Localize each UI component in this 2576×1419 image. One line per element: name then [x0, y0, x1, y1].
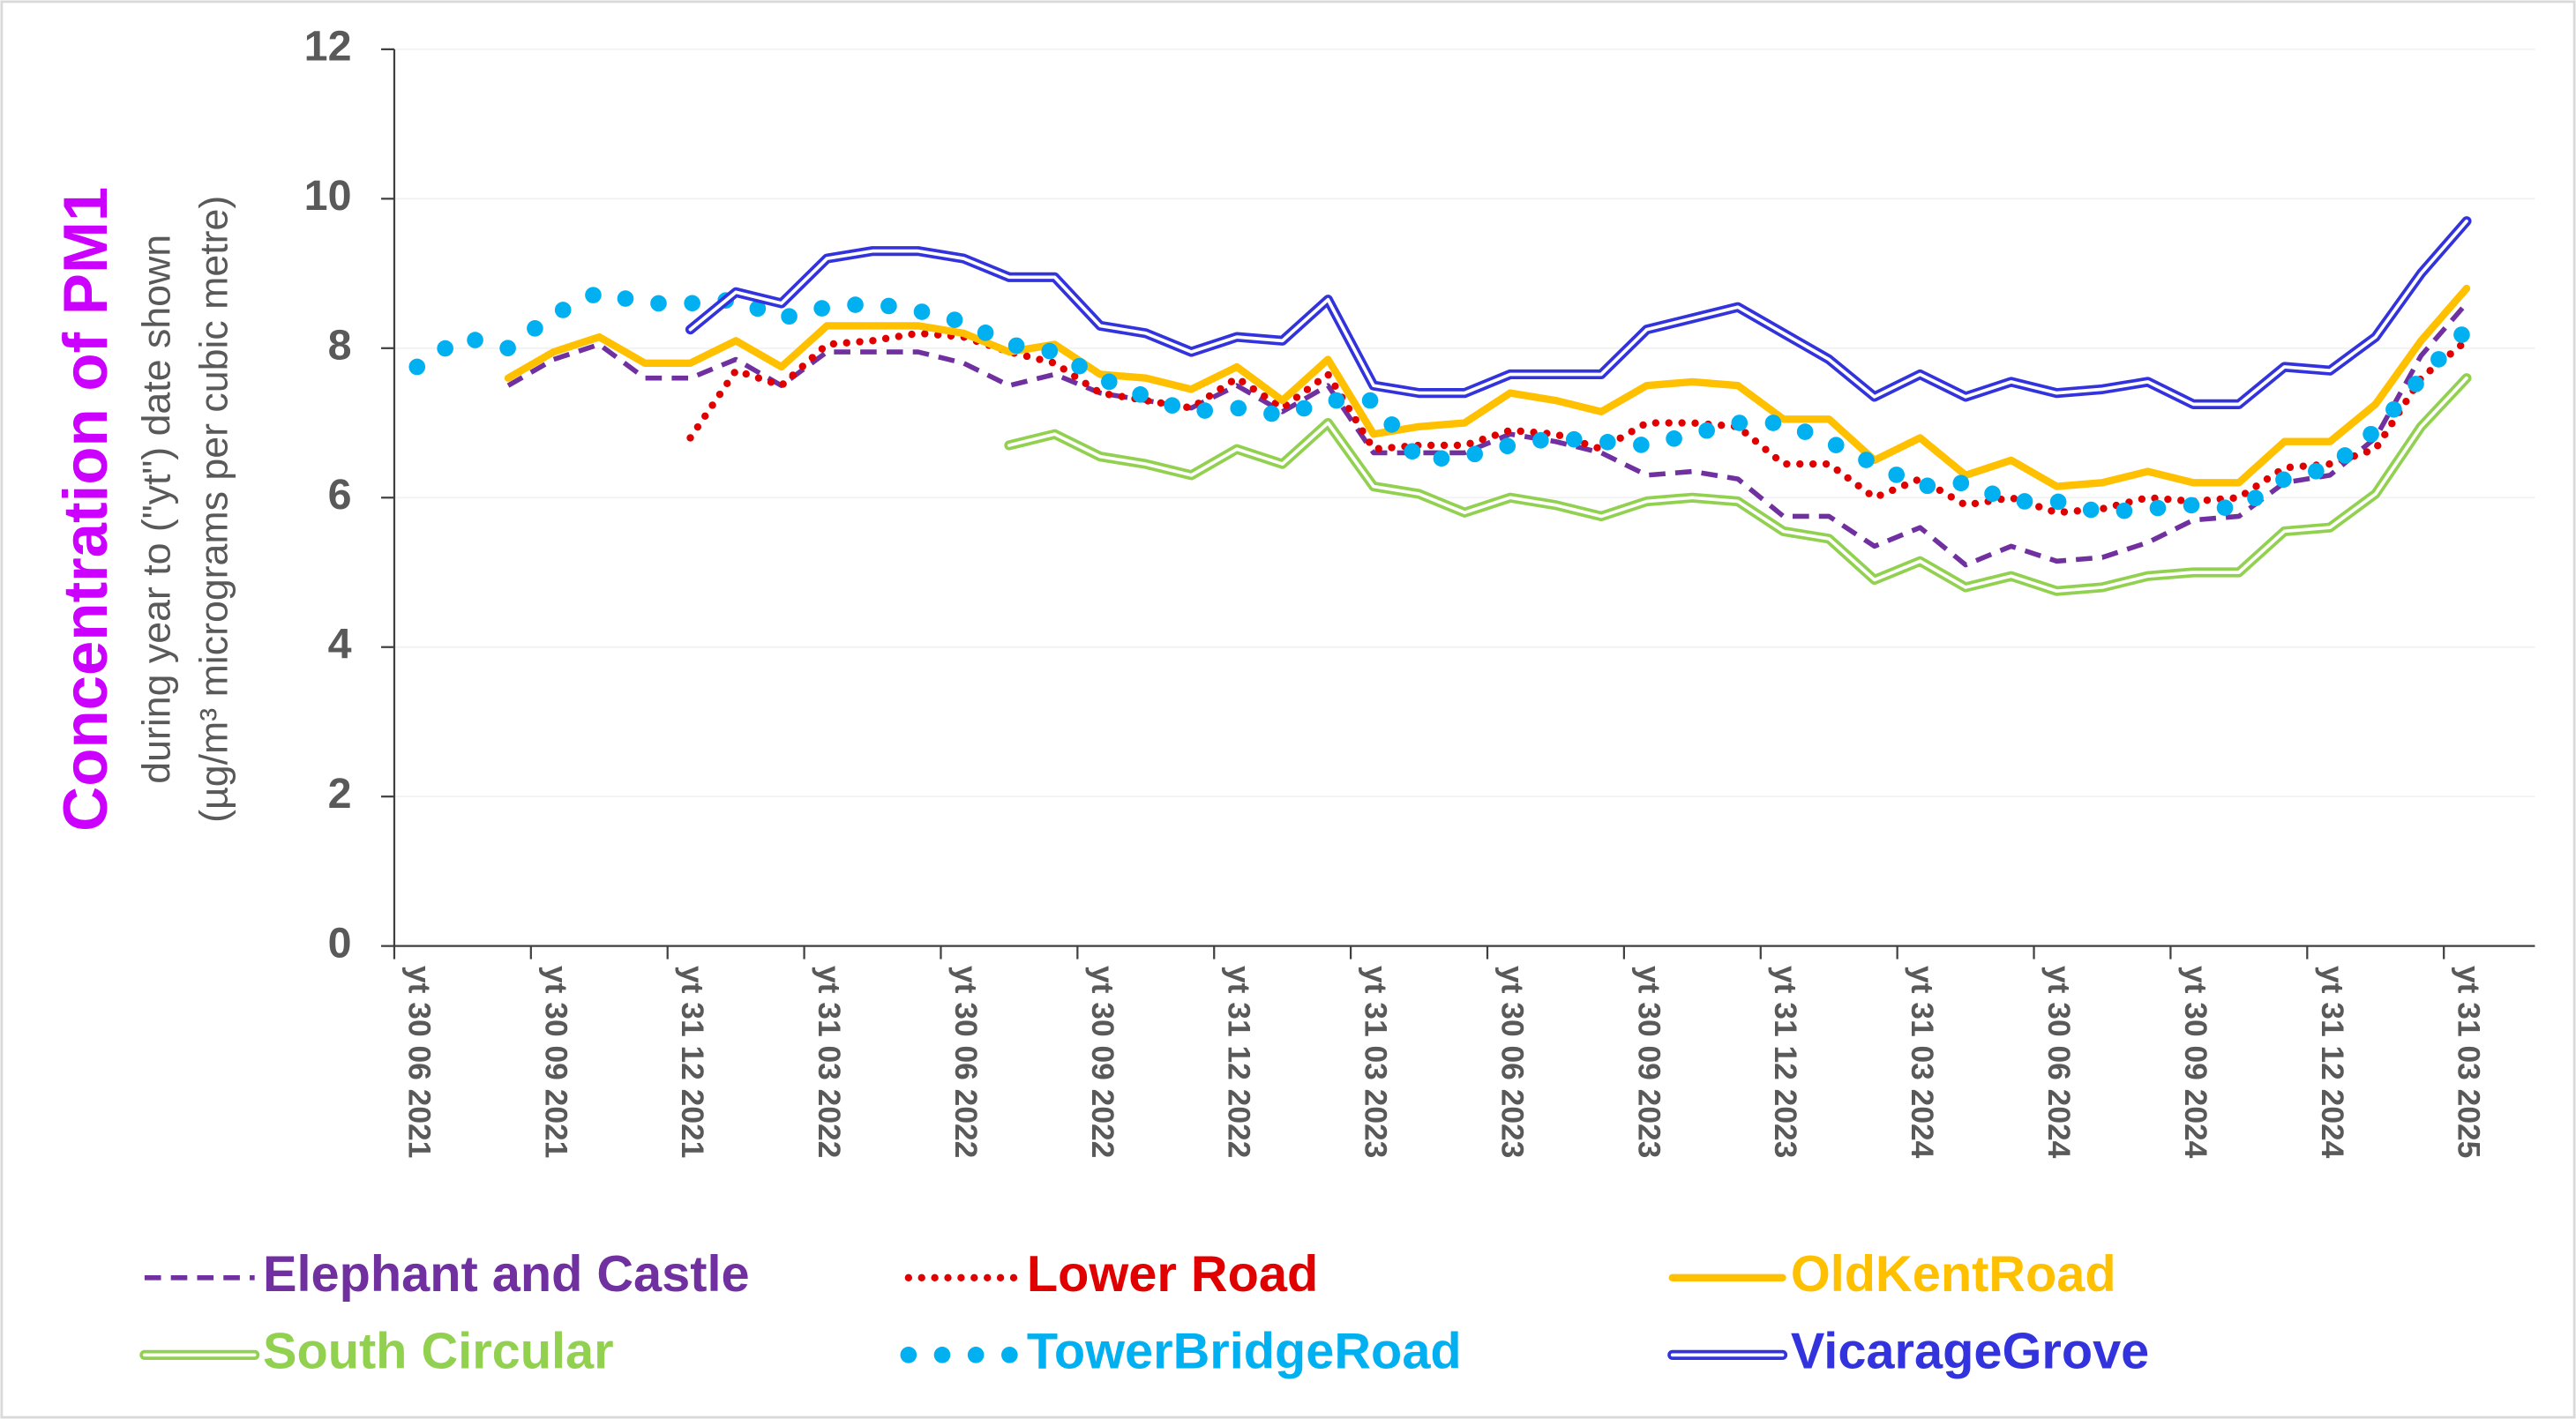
y-tick-label: 12: [304, 23, 352, 71]
y-axis-subtitle: (µg/m³ micrograms per cubic metre): [193, 196, 236, 823]
y-tick-label: 10: [304, 172, 352, 220]
y-axis-subtitle: during year to ("yt") date shown: [135, 235, 178, 784]
x-tick-label: yt 31 12 2024: [2315, 966, 2349, 1159]
x-tick-label: yt 30 06 2021: [401, 966, 436, 1158]
x-tick-label: yt 30 09 2021: [538, 966, 573, 1158]
legend-label: OldKentRoad: [1791, 1246, 2116, 1303]
legend-label: VicarageGrove: [1791, 1324, 2149, 1380]
legend-label: TowerBridgeRoad: [1027, 1324, 1462, 1380]
legend-label: South Circular: [263, 1324, 614, 1380]
y-tick-label: 6: [328, 471, 352, 519]
x-tick-label: yt 30 06 2024: [2041, 966, 2076, 1159]
x-tick-label: yt 30 09 2022: [1085, 966, 1120, 1158]
y-tick-label: 8: [328, 322, 352, 370]
x-tick-label: yt 31 03 2025: [2452, 966, 2486, 1158]
legend-label: Lower Road: [1027, 1246, 1318, 1303]
line-inner: [688, 219, 2468, 407]
x-tick-label: yt 30 06 2022: [948, 966, 983, 1158]
line-inner: [1007, 376, 2468, 594]
x-tick-label: yt 30 09 2024: [2178, 966, 2213, 1159]
x-tick-label: yt 31 12 2022: [1222, 966, 1256, 1158]
legend-label: Elephant and Castle: [263, 1246, 750, 1303]
series-line: [506, 302, 2469, 568]
y-tick-label: 4: [328, 621, 352, 668]
x-tick-label: yt 31 03 2023: [1359, 966, 1393, 1158]
y-tick-label: 2: [328, 770, 352, 818]
y-tick-label: 0: [328, 919, 352, 967]
series-line: [408, 283, 2475, 521]
x-tick-label: yt 31 03 2022: [812, 966, 846, 1158]
x-tick-label: yt 30 06 2023: [1494, 966, 1529, 1158]
series-line: [504, 284, 2471, 490]
x-tick-label: yt 31 12 2021: [675, 966, 709, 1158]
y-axis-title: Concentration of PM1: [50, 187, 120, 832]
x-tick-label: yt 30 09 2023: [1631, 966, 1666, 1158]
x-tick-label: yt 31 03 2024: [1905, 966, 1939, 1159]
x-tick-label: yt 31 12 2023: [1768, 966, 1802, 1158]
